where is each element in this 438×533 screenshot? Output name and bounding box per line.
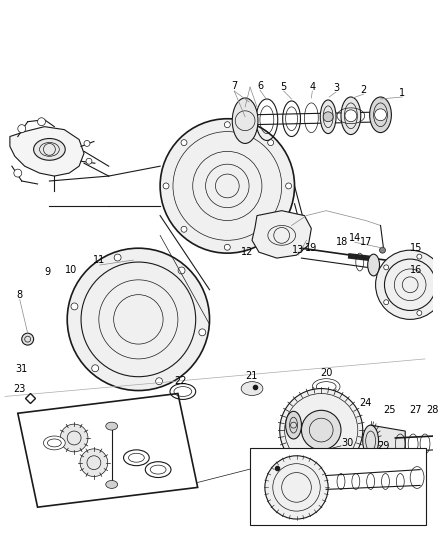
Circle shape <box>417 311 422 316</box>
Circle shape <box>345 110 357 122</box>
Text: 16: 16 <box>410 265 422 275</box>
Ellipse shape <box>145 462 171 478</box>
Text: 15: 15 <box>410 243 422 253</box>
Circle shape <box>22 333 34 345</box>
Text: 1: 1 <box>399 88 405 98</box>
Ellipse shape <box>341 97 361 134</box>
Circle shape <box>155 378 162 385</box>
Text: 21: 21 <box>245 371 257 381</box>
Text: 7: 7 <box>231 81 237 91</box>
Text: 5: 5 <box>280 82 287 92</box>
Text: 20: 20 <box>320 368 332 378</box>
Polygon shape <box>371 425 405 457</box>
Bar <box>250 448 426 525</box>
Circle shape <box>163 183 169 189</box>
Text: 6: 6 <box>257 81 263 91</box>
Circle shape <box>384 300 389 305</box>
Circle shape <box>160 119 294 253</box>
Circle shape <box>38 118 46 126</box>
Text: 28: 28 <box>427 405 438 415</box>
Circle shape <box>199 329 206 336</box>
Circle shape <box>280 389 363 472</box>
Circle shape <box>268 140 274 146</box>
Circle shape <box>60 424 88 452</box>
Text: 22: 22 <box>175 376 187 386</box>
Text: 10: 10 <box>65 265 77 275</box>
Text: 14: 14 <box>349 233 361 244</box>
Text: 11: 11 <box>93 255 105 265</box>
Circle shape <box>18 125 26 133</box>
Circle shape <box>417 254 422 259</box>
Circle shape <box>265 456 328 519</box>
Circle shape <box>375 250 438 319</box>
Text: 31: 31 <box>16 364 28 374</box>
Circle shape <box>323 112 333 122</box>
Text: 27: 27 <box>409 405 421 415</box>
Ellipse shape <box>367 254 380 276</box>
Circle shape <box>92 365 99 372</box>
Text: 3: 3 <box>333 83 339 93</box>
Circle shape <box>178 267 185 274</box>
Circle shape <box>181 227 187 232</box>
Ellipse shape <box>286 411 301 439</box>
Ellipse shape <box>124 450 149 466</box>
Text: 12: 12 <box>241 247 253 257</box>
Ellipse shape <box>363 425 378 457</box>
Circle shape <box>84 141 90 147</box>
Text: 29: 29 <box>377 441 390 451</box>
Polygon shape <box>10 127 84 176</box>
Text: 9: 9 <box>44 267 50 277</box>
Circle shape <box>380 247 385 253</box>
Text: 23: 23 <box>14 384 26 393</box>
Text: 4: 4 <box>309 82 315 92</box>
Text: 18: 18 <box>336 237 348 247</box>
Circle shape <box>80 449 108 477</box>
Circle shape <box>224 122 230 127</box>
Polygon shape <box>252 211 311 258</box>
Text: 8: 8 <box>17 289 23 300</box>
Text: 13: 13 <box>292 245 304 255</box>
Ellipse shape <box>232 98 258 143</box>
Circle shape <box>14 169 22 177</box>
Circle shape <box>268 227 274 232</box>
Text: 19: 19 <box>305 243 318 253</box>
Circle shape <box>384 265 389 270</box>
Polygon shape <box>18 393 198 507</box>
Ellipse shape <box>34 139 65 160</box>
Text: 30: 30 <box>342 438 354 448</box>
Text: 25: 25 <box>383 405 396 415</box>
Ellipse shape <box>43 436 65 450</box>
Circle shape <box>301 410 341 450</box>
Text: 24: 24 <box>360 398 372 408</box>
Circle shape <box>67 248 209 391</box>
Ellipse shape <box>370 97 392 133</box>
Ellipse shape <box>106 422 118 430</box>
Circle shape <box>374 109 386 120</box>
Ellipse shape <box>320 100 336 134</box>
Ellipse shape <box>106 480 118 488</box>
Text: 17: 17 <box>360 237 372 247</box>
Ellipse shape <box>241 382 263 395</box>
Circle shape <box>286 183 292 189</box>
Text: 2: 2 <box>360 85 367 95</box>
Circle shape <box>224 244 230 250</box>
Circle shape <box>181 140 187 146</box>
Circle shape <box>86 158 92 164</box>
Circle shape <box>114 254 121 261</box>
Circle shape <box>71 303 78 310</box>
